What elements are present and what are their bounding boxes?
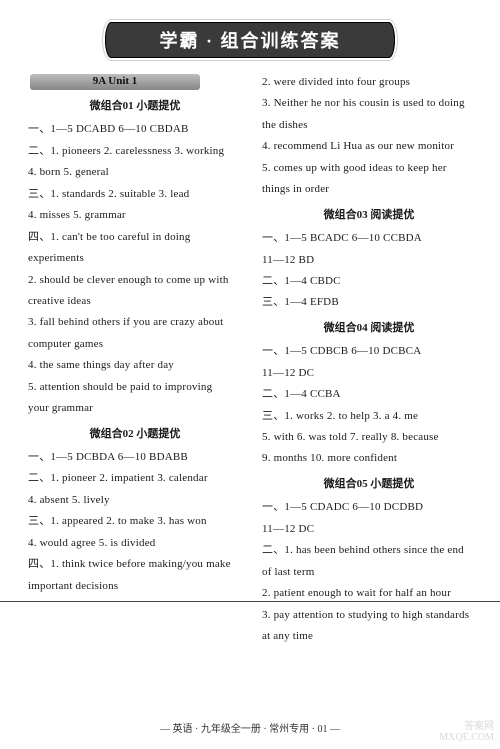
answer-line: important decisions: [28, 576, 242, 597]
answer-line: 5. attention should be paid to improving: [28, 377, 242, 398]
answer-line: 三、1. standards 2. suitable 3. lead: [28, 184, 242, 205]
horizontal-divider: [0, 601, 500, 602]
answer-line: 三、1. works 2. to help 3. a 4. me: [262, 406, 476, 427]
page-title: 学霸 · 组合训练答案: [159, 27, 340, 53]
answer-line: 4. would agree 5. is divided: [28, 533, 242, 554]
section-title: 微组合04 阅读提优: [262, 318, 476, 339]
answer-line: 四、1. think twice before making/you make: [28, 554, 242, 575]
answer-line: 5. with 6. was told 7. really 8. because: [262, 427, 476, 448]
right-column: 2. were divided into four groups 3. Neit…: [252, 72, 476, 680]
answer-line: 二、1—4 CCBA: [262, 384, 476, 405]
answer-line: 3. Neither he nor his cousin is used to …: [262, 93, 476, 114]
answer-line: 4. absent 5. lively: [28, 490, 242, 511]
unit-label: 9A Unit 1: [93, 71, 138, 92]
answer-line: things in order: [262, 179, 476, 200]
answer-line: 3. fall behind others if you are crazy a…: [28, 312, 242, 333]
answer-line: 四、1. can't be too careful in doing: [28, 227, 242, 248]
answer-line: 4. born 5. general: [28, 162, 242, 183]
left-column: 9A Unit 1 微组合01 小题提优 一、1—5 DCABD 6—10 CB…: [28, 72, 252, 680]
answer-line: at any time: [262, 626, 476, 647]
page-title-banner: 学霸 · 组合训练答案: [105, 22, 395, 58]
answer-line: 一、1—5 BCADC 6—10 CCBDA: [262, 228, 476, 249]
answer-line: creative ideas: [28, 291, 242, 312]
content-columns: 9A Unit 1 微组合01 小题提优 一、1—5 DCABD 6—10 CB…: [0, 72, 500, 680]
answer-line: 11—12 DC: [262, 519, 476, 540]
answer-line: 2. were divided into four groups: [262, 72, 476, 93]
answer-line: 3. pay attention to studying to high sta…: [262, 605, 476, 626]
answer-line: the dishes: [262, 115, 476, 136]
watermark: 答案网 MXQE.COM: [439, 721, 494, 743]
answer-line: 2. should be clever enough to come up wi…: [28, 270, 242, 291]
section-title: 微组合03 阅读提优: [262, 205, 476, 226]
answer-line: 9. months 10. more confident: [262, 448, 476, 469]
answer-line: 11—12 DC: [262, 363, 476, 384]
answer-line: of last term: [262, 562, 476, 583]
watermark-url: MXQE.COM: [439, 732, 494, 743]
section-title: 微组合01 小题提优: [28, 96, 242, 117]
page-footer: — 英语 · 九年级全一册 · 常州专用 · 01 —: [0, 720, 500, 735]
answer-line: 4. misses 5. grammar: [28, 205, 242, 226]
answer-line: 二、1—4 CBDC: [262, 271, 476, 292]
answer-line: computer games: [28, 334, 242, 355]
section-title: 微组合02 小题提优: [28, 424, 242, 445]
answer-line: 11—12 BD: [262, 250, 476, 271]
answer-line: 三、1—4 EFDB: [262, 292, 476, 313]
answer-line: 一、1—5 DCBDA 6—10 BDABB: [28, 447, 242, 468]
answer-line: 三、1. appeared 2. to make 3. has won: [28, 511, 242, 532]
unit-bar: 9A Unit 1: [30, 74, 200, 90]
answer-line: 二、1. pioneer 2. impatient 3. calendar: [28, 468, 242, 489]
answer-line: 4. the same things day after day: [28, 355, 242, 376]
answer-line: 5. comes up with good ideas to keep her: [262, 158, 476, 179]
answer-line: 一、1—5 DCABD 6—10 CBDAB: [28, 119, 242, 140]
answer-line: 4. recommend Li Hua as our new monitor: [262, 136, 476, 157]
section-title: 微组合05 小题提优: [262, 474, 476, 495]
answer-line: experiments: [28, 248, 242, 269]
answer-line: 一、1—5 CDBCB 6—10 DCBCA: [262, 341, 476, 362]
answer-line: your grammar: [28, 398, 242, 419]
answer-line: 一、1—5 CDADC 6—10 DCDBD: [262, 497, 476, 518]
answer-line: 二、1. pioneers 2. carelessness 3. working: [28, 141, 242, 162]
answer-line: 二、1. has been behind others since the en…: [262, 540, 476, 561]
